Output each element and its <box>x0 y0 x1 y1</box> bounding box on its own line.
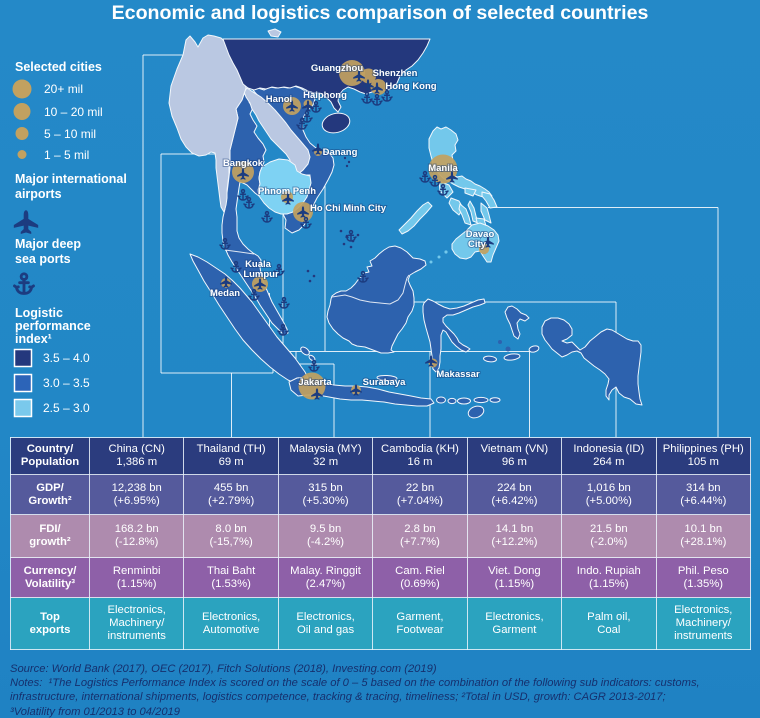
svg-text:1 – 5 mil: 1 – 5 mil <box>44 148 89 162</box>
svg-text:Selected cities: Selected cities <box>15 60 102 74</box>
svg-text:Surabaya: Surabaya <box>363 377 406 388</box>
svg-text:3.0 – 3.5: 3.0 – 3.5 <box>43 376 90 390</box>
svg-text:Bangkok: Bangkok <box>223 158 264 169</box>
svg-text:Haiphong: Haiphong <box>303 90 347 101</box>
svg-text:20+ mil: 20+ mil <box>44 82 83 96</box>
svg-text:Danang: Danang <box>323 147 358 158</box>
svg-text:Lumpur: Lumpur <box>243 269 279 280</box>
svg-text:Ho Chi Minh City: Ho Chi Minh City <box>310 203 387 214</box>
svg-text:performance: performance <box>15 319 91 333</box>
svg-text:Guangzhou: Guangzhou <box>311 63 363 74</box>
svg-text:Medan: Medan <box>210 288 240 299</box>
svg-text:Makassar: Makassar <box>436 369 480 380</box>
svg-text:Kuala: Kuala <box>245 259 272 270</box>
svg-text:Phnom Penh: Phnom Penh <box>258 186 316 197</box>
svg-text:Davao: Davao <box>466 229 495 240</box>
svg-text:Hong Kong: Hong Kong <box>385 81 436 92</box>
svg-text:airports: airports <box>15 187 62 201</box>
svg-text:Logistic: Logistic <box>15 306 63 320</box>
svg-text:3.5 – 4.0: 3.5 – 4.0 <box>43 351 90 365</box>
svg-text:City: City <box>468 239 487 250</box>
svg-text:Shenzhen: Shenzhen <box>373 68 418 79</box>
svg-text:5 – 10 mil: 5 – 10 mil <box>44 127 96 141</box>
svg-text:sea ports: sea ports <box>15 252 71 266</box>
svg-text:index¹: index¹ <box>15 332 52 346</box>
svg-text:10 – 20 mil: 10 – 20 mil <box>44 105 103 119</box>
svg-text:Major international: Major international <box>15 172 127 186</box>
svg-text:Manila: Manila <box>428 163 458 174</box>
svg-text:Hanoi: Hanoi <box>266 94 292 105</box>
svg-text:Jakarta: Jakarta <box>298 377 332 388</box>
svg-text:Major deep: Major deep <box>15 237 81 251</box>
svg-text:2.5 – 3.0: 2.5 – 3.0 <box>43 401 90 415</box>
